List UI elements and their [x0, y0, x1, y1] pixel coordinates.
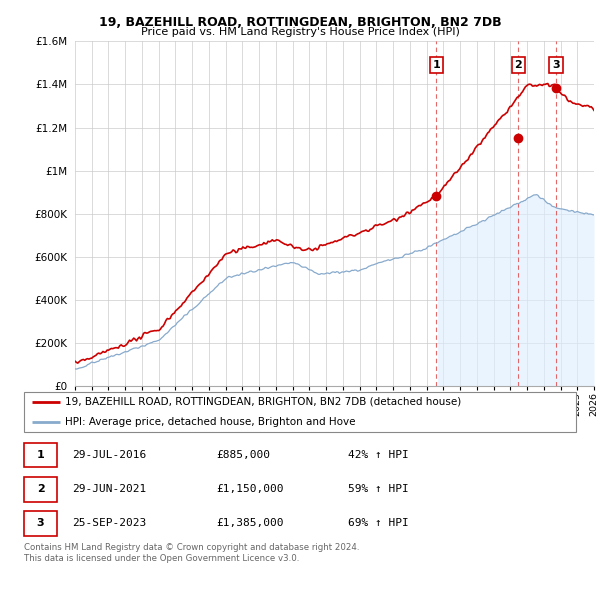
Text: 2: 2 [37, 484, 44, 494]
Text: 2: 2 [515, 60, 523, 70]
Text: 69% ↑ HPI: 69% ↑ HPI [348, 519, 409, 528]
Text: 29-JUN-2021: 29-JUN-2021 [72, 484, 146, 494]
Text: 19, BAZEHILL ROAD, ROTTINGDEAN, BRIGHTON, BN2 7DB (detached house): 19, BAZEHILL ROAD, ROTTINGDEAN, BRIGHTON… [65, 397, 461, 407]
Text: 42% ↑ HPI: 42% ↑ HPI [348, 450, 409, 460]
Text: £1,150,000: £1,150,000 [216, 484, 284, 494]
Text: 1: 1 [37, 450, 44, 460]
Text: 1: 1 [433, 60, 440, 70]
Text: HPI: Average price, detached house, Brighton and Hove: HPI: Average price, detached house, Brig… [65, 417, 356, 427]
Text: Price paid vs. HM Land Registry's House Price Index (HPI): Price paid vs. HM Land Registry's House … [140, 27, 460, 37]
Text: 25-SEP-2023: 25-SEP-2023 [72, 519, 146, 528]
Text: £1,385,000: £1,385,000 [216, 519, 284, 528]
Text: 3: 3 [552, 60, 560, 70]
Text: Contains HM Land Registry data © Crown copyright and database right 2024.
This d: Contains HM Land Registry data © Crown c… [24, 543, 359, 563]
Text: 59% ↑ HPI: 59% ↑ HPI [348, 484, 409, 494]
Text: 3: 3 [37, 519, 44, 528]
Text: £885,000: £885,000 [216, 450, 270, 460]
Text: 19, BAZEHILL ROAD, ROTTINGDEAN, BRIGHTON, BN2 7DB: 19, BAZEHILL ROAD, ROTTINGDEAN, BRIGHTON… [98, 16, 502, 29]
Text: 29-JUL-2016: 29-JUL-2016 [72, 450, 146, 460]
